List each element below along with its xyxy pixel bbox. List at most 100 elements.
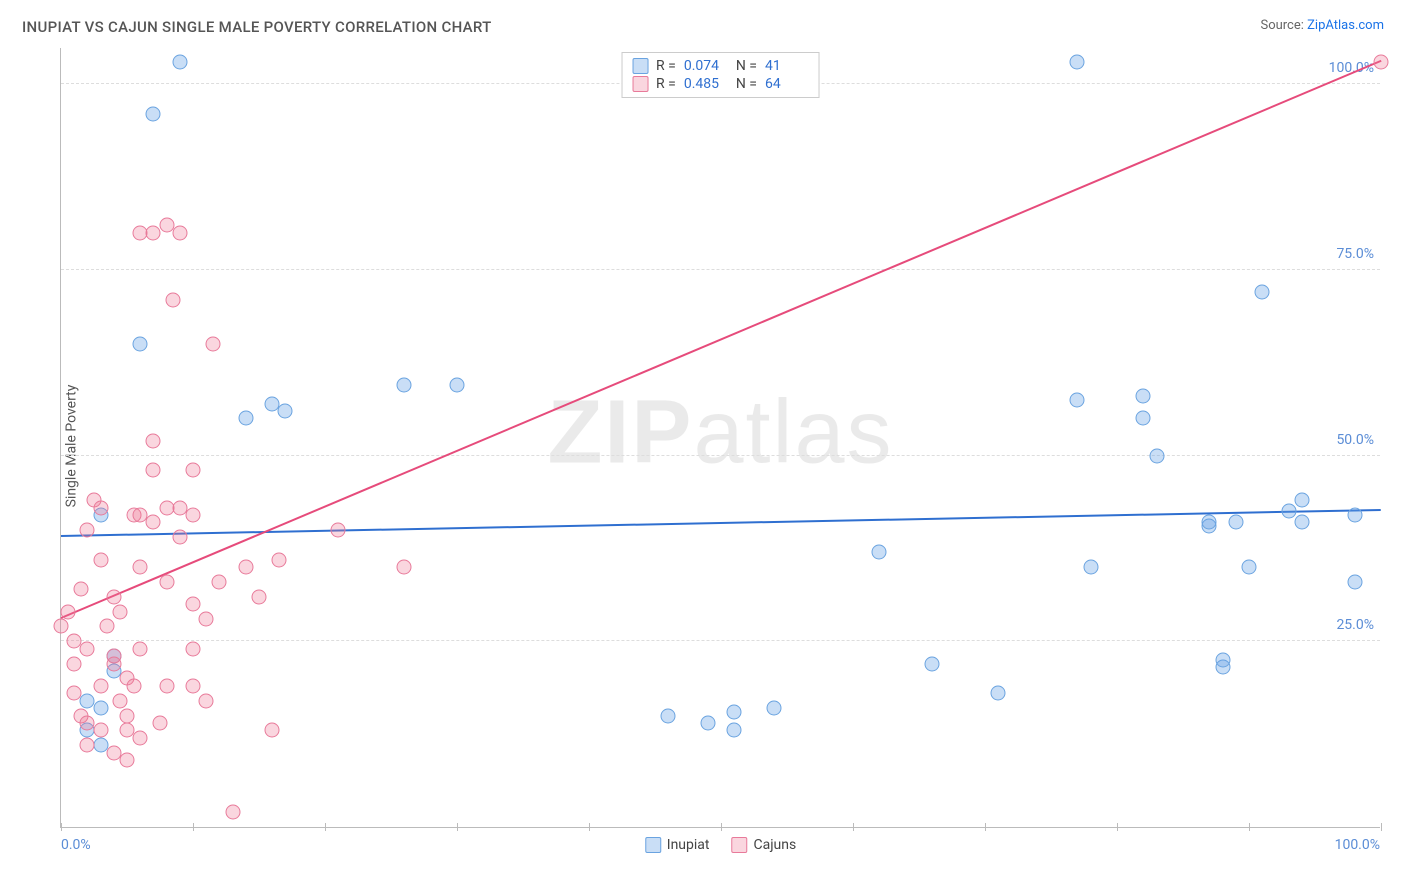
data-point [159,678,174,693]
data-point [93,552,108,567]
x-tick [193,823,194,831]
data-point [133,560,148,575]
legend-label: Inupiat [667,837,710,853]
data-point [397,560,412,575]
data-point [186,597,201,612]
data-point [278,404,293,419]
data-point [661,708,676,723]
data-point [93,500,108,515]
stats-row: R =0.485N =64 [632,75,809,93]
data-point [106,656,121,671]
data-point [991,686,1006,701]
x-tick [457,823,458,831]
y-tick-label: 25.0% [1336,617,1374,633]
r-label: R = [656,58,676,74]
x-tick [985,823,986,831]
source-link[interactable]: ZipAtlas.com [1307,18,1384,33]
legend-label: Cajuns [753,837,796,853]
n-value: 41 [765,58,809,74]
data-point [700,716,715,731]
data-point [67,656,82,671]
gridline [61,269,1380,270]
y-tick-label: 50.0% [1336,432,1374,448]
x-tick [589,823,590,831]
r-label: R = [656,76,676,92]
data-point [766,701,781,716]
data-point [93,678,108,693]
stats-row: R = 0.074 N = 41 [632,57,809,75]
data-point [1281,504,1296,519]
data-point [113,693,128,708]
gridline [61,455,1380,456]
data-point [450,378,465,393]
data-point [872,545,887,560]
data-point [73,582,88,597]
data-point [60,604,75,619]
data-point [1347,574,1362,589]
data-point [93,723,108,738]
data-point [205,337,220,352]
data-point [120,708,135,723]
data-point [80,693,95,708]
watermark: ZIPatlas [547,381,893,484]
data-point [153,716,168,731]
x-tick [1381,823,1382,831]
data-point [252,589,267,604]
data-point [120,753,135,768]
x-tick [61,823,62,831]
data-point [54,619,69,634]
data-point [146,515,161,530]
data-point [199,612,214,627]
data-point [225,805,240,820]
data-point [186,641,201,656]
data-point [1149,448,1164,463]
data-point [133,508,148,523]
data-point [331,522,346,537]
legend-item: Inupiat [645,837,710,853]
legend-swatch [645,837,661,853]
data-point [133,337,148,352]
data-point [80,738,95,753]
data-point [133,641,148,656]
data-point [67,686,82,701]
data-point [172,530,187,545]
series-swatch [632,58,648,74]
data-point [1374,54,1389,69]
data-point [1136,411,1151,426]
data-point [1070,54,1085,69]
data-point [397,378,412,393]
data-point [1202,515,1217,530]
data-point [80,641,95,656]
data-point [186,678,201,693]
data-point [1294,515,1309,530]
data-point [146,463,161,478]
source-prefix: Source: [1260,18,1307,33]
data-point [93,701,108,716]
x-tick-label: 100.0% [1335,837,1380,853]
data-point [1347,508,1362,523]
data-point [238,560,253,575]
data-point [1215,652,1230,667]
n-label: N = [736,58,757,74]
scatter-plot: ZIPatlas R =0.074N =41R =0.485N =64 Inup… [60,48,1380,828]
data-point [199,693,214,708]
data-point [172,225,187,240]
x-tick-label: 0.0% [61,837,91,853]
source-attribution: Source: ZipAtlas.com [1260,18,1384,33]
x-tick [1117,823,1118,831]
x-tick [853,823,854,831]
trend-line [61,60,1382,619]
r-value: 0.485 [684,76,728,92]
data-point [126,678,141,693]
data-point [727,704,742,719]
data-point [106,589,121,604]
r-value: 0.074 [684,58,728,74]
series-swatch [632,76,648,92]
x-tick [325,823,326,831]
data-point [146,433,161,448]
data-point [186,463,201,478]
data-point [1242,560,1257,575]
data-point [1070,392,1085,407]
data-point [1136,389,1151,404]
data-point [212,574,227,589]
